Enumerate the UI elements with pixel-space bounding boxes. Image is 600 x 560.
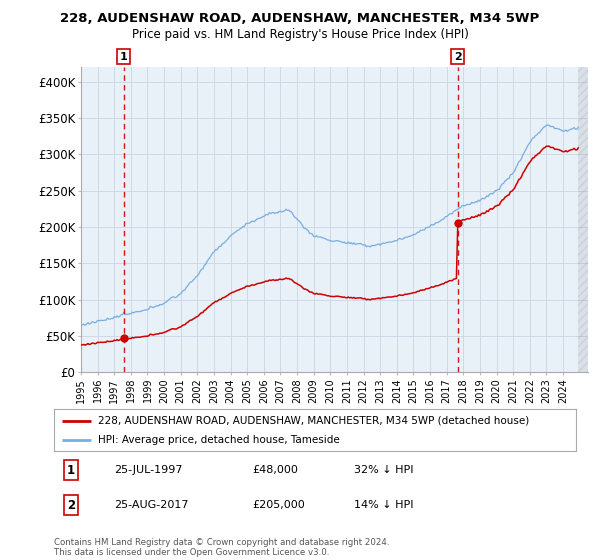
Text: £48,000: £48,000 [253, 465, 298, 475]
Text: 228, AUDENSHAW ROAD, AUDENSHAW, MANCHESTER, M34 5WP (detached house): 228, AUDENSHAW ROAD, AUDENSHAW, MANCHEST… [98, 416, 530, 426]
Text: 14% ↓ HPI: 14% ↓ HPI [354, 500, 413, 510]
Text: HPI: Average price, detached house, Tameside: HPI: Average price, detached house, Tame… [98, 435, 340, 445]
Text: Contains HM Land Registry data © Crown copyright and database right 2024.
This d: Contains HM Land Registry data © Crown c… [54, 538, 389, 557]
Text: 2: 2 [454, 52, 461, 62]
Text: 32% ↓ HPI: 32% ↓ HPI [354, 465, 413, 475]
Text: 228, AUDENSHAW ROAD, AUDENSHAW, MANCHESTER, M34 5WP: 228, AUDENSHAW ROAD, AUDENSHAW, MANCHEST… [61, 12, 539, 25]
Text: 1: 1 [119, 52, 127, 62]
Text: 1: 1 [67, 464, 75, 477]
Bar [578, 67, 600, 372]
Text: Price paid vs. HM Land Registry's House Price Index (HPI): Price paid vs. HM Land Registry's House … [131, 28, 469, 41]
Text: 25-AUG-2017: 25-AUG-2017 [114, 500, 188, 510]
Text: 2: 2 [67, 498, 75, 511]
Text: £205,000: £205,000 [253, 500, 305, 510]
Text: 25-JUL-1997: 25-JUL-1997 [114, 465, 182, 475]
